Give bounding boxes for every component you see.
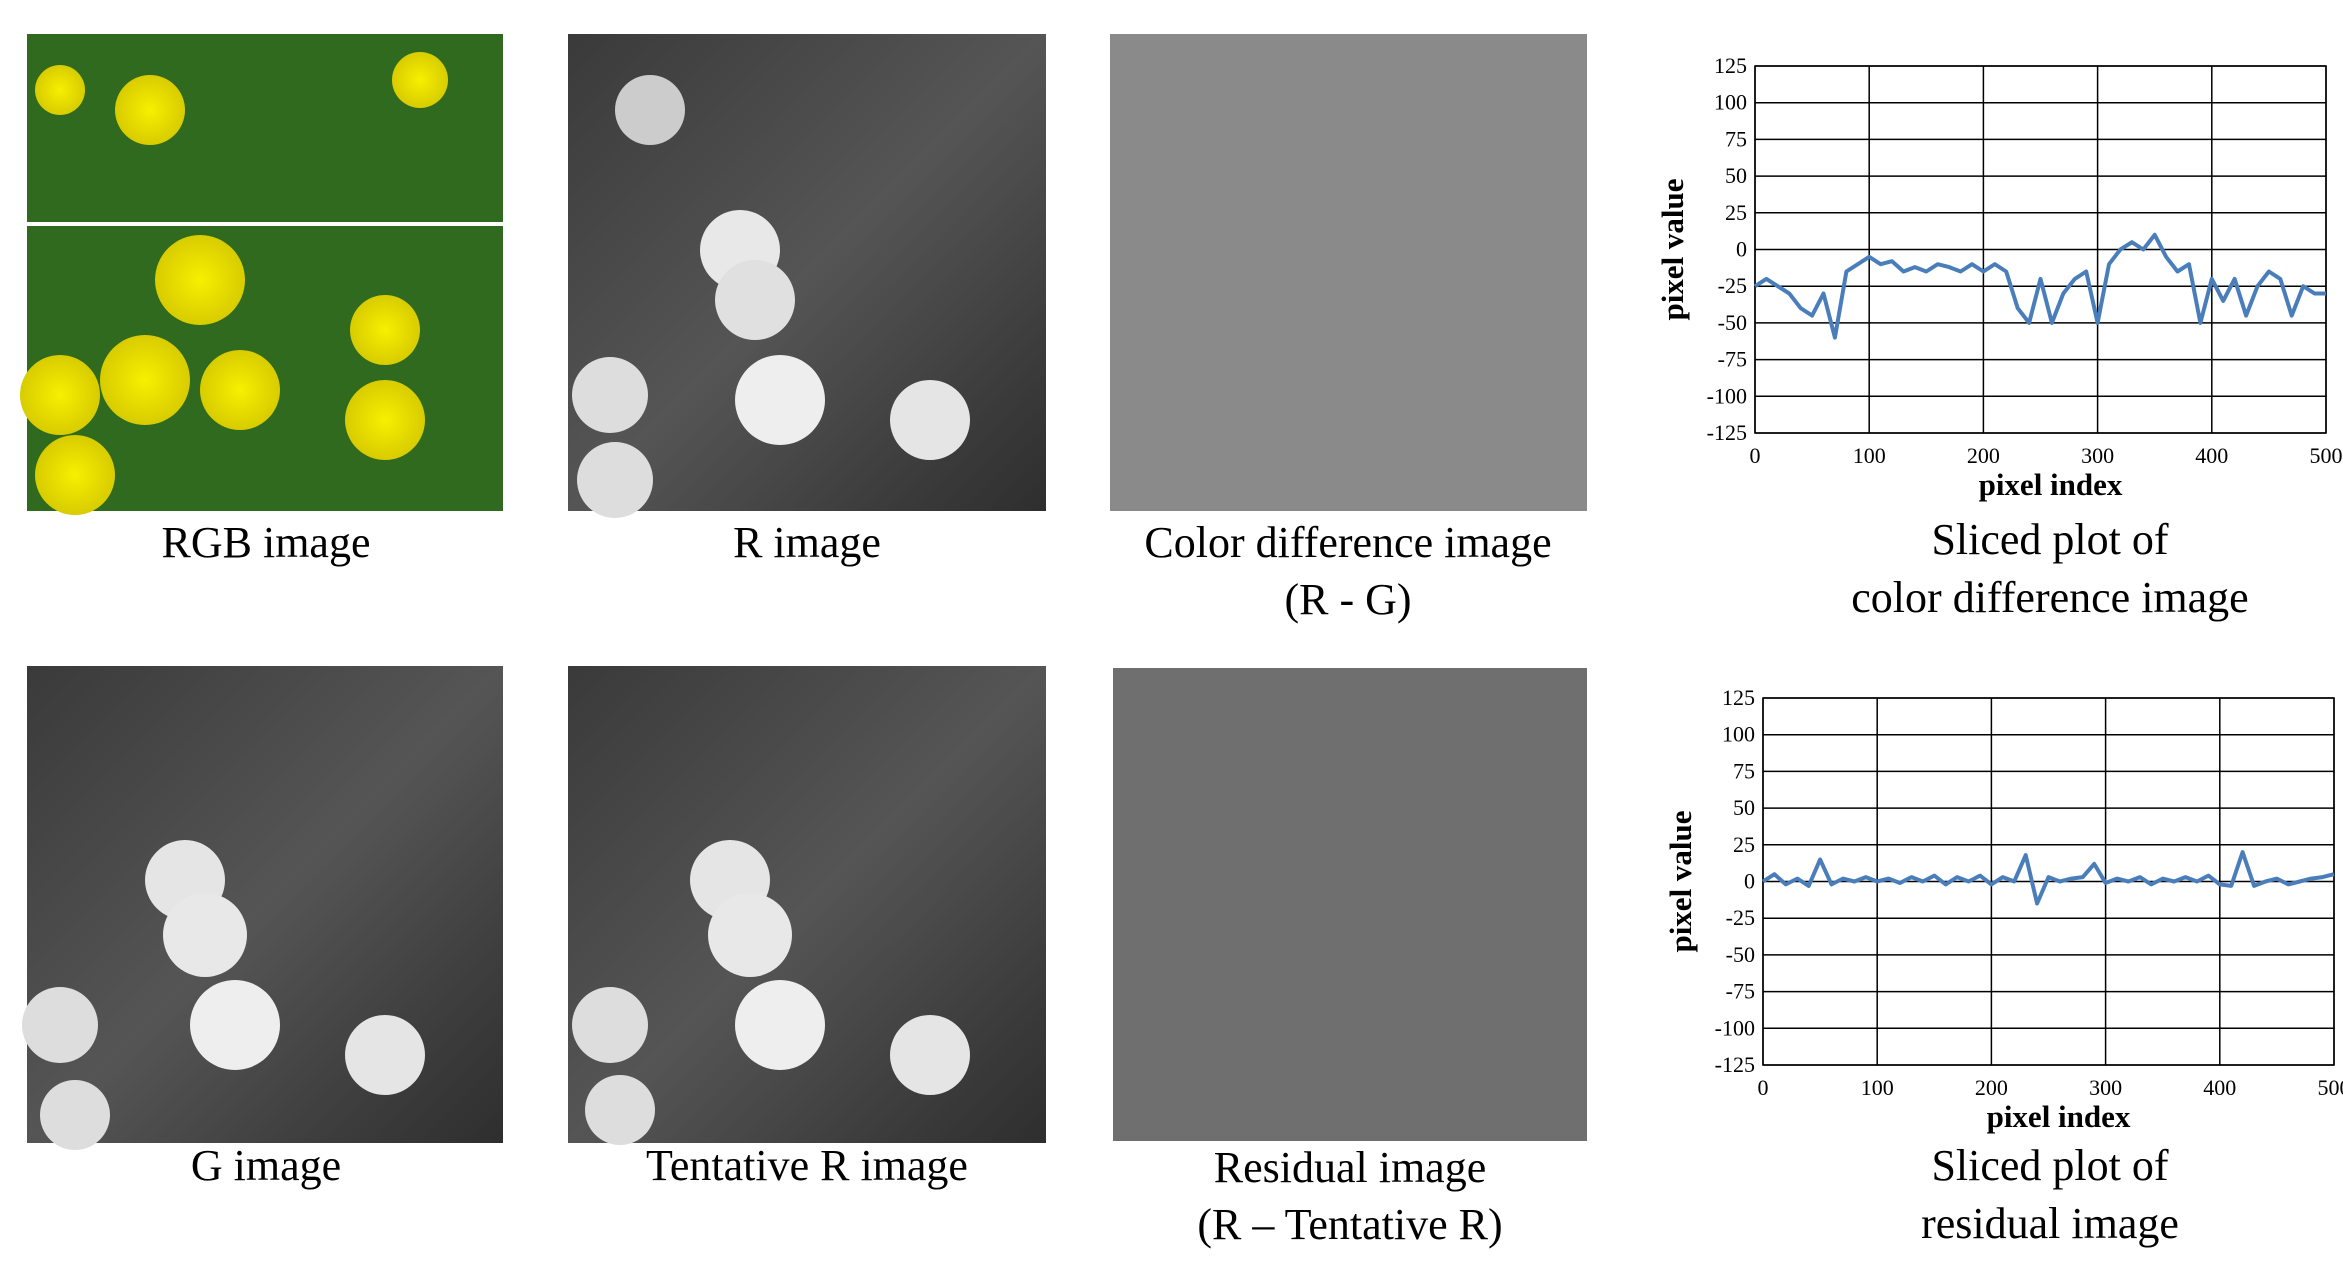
x-tick-label: 200 — [1967, 443, 2000, 468]
y-tick-label: -75 — [1718, 347, 1747, 372]
y-tick-label: -25 — [1726, 905, 1755, 930]
y-tick-label: 75 — [1733, 758, 1755, 783]
y-tick-label: 125 — [1714, 53, 1747, 78]
residual-image — [1113, 668, 1587, 1141]
data-line — [1763, 852, 2334, 903]
x-axis-label: pixel index — [1979, 467, 2123, 502]
caption: Color difference image — [1144, 518, 1551, 567]
caption: G image — [191, 1141, 341, 1190]
x-tick-label: 0 — [1758, 1075, 1769, 1100]
y-tick-label: -100 — [1715, 1015, 1755, 1040]
x-tick-label: 200 — [1975, 1075, 2008, 1100]
y-tick-label: -75 — [1726, 979, 1755, 1004]
y-tick-label: -125 — [1707, 420, 1747, 445]
y-tick-label: 125 — [1722, 685, 1755, 710]
y-tick-label: -100 — [1707, 383, 1747, 408]
y-tick-label: 25 — [1725, 200, 1747, 225]
caption: (R – Tentative R) — [1197, 1200, 1502, 1249]
caption: RGB image — [162, 518, 371, 567]
color-difference-image — [1110, 34, 1587, 511]
x-tick-label: 100 — [1853, 443, 1886, 468]
x-tick-label: 500 — [2318, 1075, 2343, 1100]
chart-caption: residual image — [1921, 1199, 2179, 1248]
caption: Tentative R image — [646, 1141, 968, 1190]
g-image — [22, 666, 503, 1150]
x-tick-label: 400 — [2203, 1075, 2236, 1100]
figure: RGB image R image Color difference image (R… — [0, 0, 2343, 1266]
caption: (R - G) — [1284, 575, 1411, 624]
page: {"panels": [ {"caption": ["RGB image"]},… — [0, 0, 2343, 1266]
x-tick-label: 300 — [2081, 443, 2114, 468]
y-axis-label: pixel value — [1663, 810, 1698, 952]
x-tick-label: 0 — [1750, 443, 1761, 468]
chart-caption: Sliced plot of — [1931, 515, 2168, 564]
y-tick-label: 0 — [1736, 237, 1747, 262]
y-tick-label: -50 — [1718, 310, 1747, 335]
y-tick-label: 25 — [1733, 832, 1755, 857]
y-tick-label: 50 — [1733, 795, 1755, 820]
y-tick-label: 100 — [1714, 90, 1747, 115]
x-tick-label: 400 — [2195, 443, 2228, 468]
r-image — [568, 34, 1046, 518]
x-tick-label: 100 — [1861, 1075, 1894, 1100]
chart-caption: color difference image — [1851, 573, 2248, 622]
y-tick-label: 0 — [1744, 869, 1755, 894]
rgb-image — [20, 34, 503, 515]
y-tick-label: -25 — [1718, 273, 1747, 298]
x-tick-label: 300 — [2089, 1075, 2122, 1100]
tentative-r-image — [568, 666, 1046, 1145]
y-tick-label: -125 — [1715, 1052, 1755, 1077]
x-axis-label: pixel index — [1987, 1099, 2131, 1134]
caption: Residual image — [1214, 1143, 1487, 1192]
caption: R image — [733, 518, 881, 567]
y-tick-label: 50 — [1725, 163, 1747, 188]
y-tick-label: 75 — [1725, 126, 1747, 151]
y-tick-label: -50 — [1726, 942, 1755, 967]
x-tick-label: 500 — [2310, 443, 2343, 468]
y-tick-label: 100 — [1722, 722, 1755, 747]
y-axis-label: pixel value — [1655, 178, 1690, 320]
chart-caption: Sliced plot of — [1931, 1141, 2168, 1190]
